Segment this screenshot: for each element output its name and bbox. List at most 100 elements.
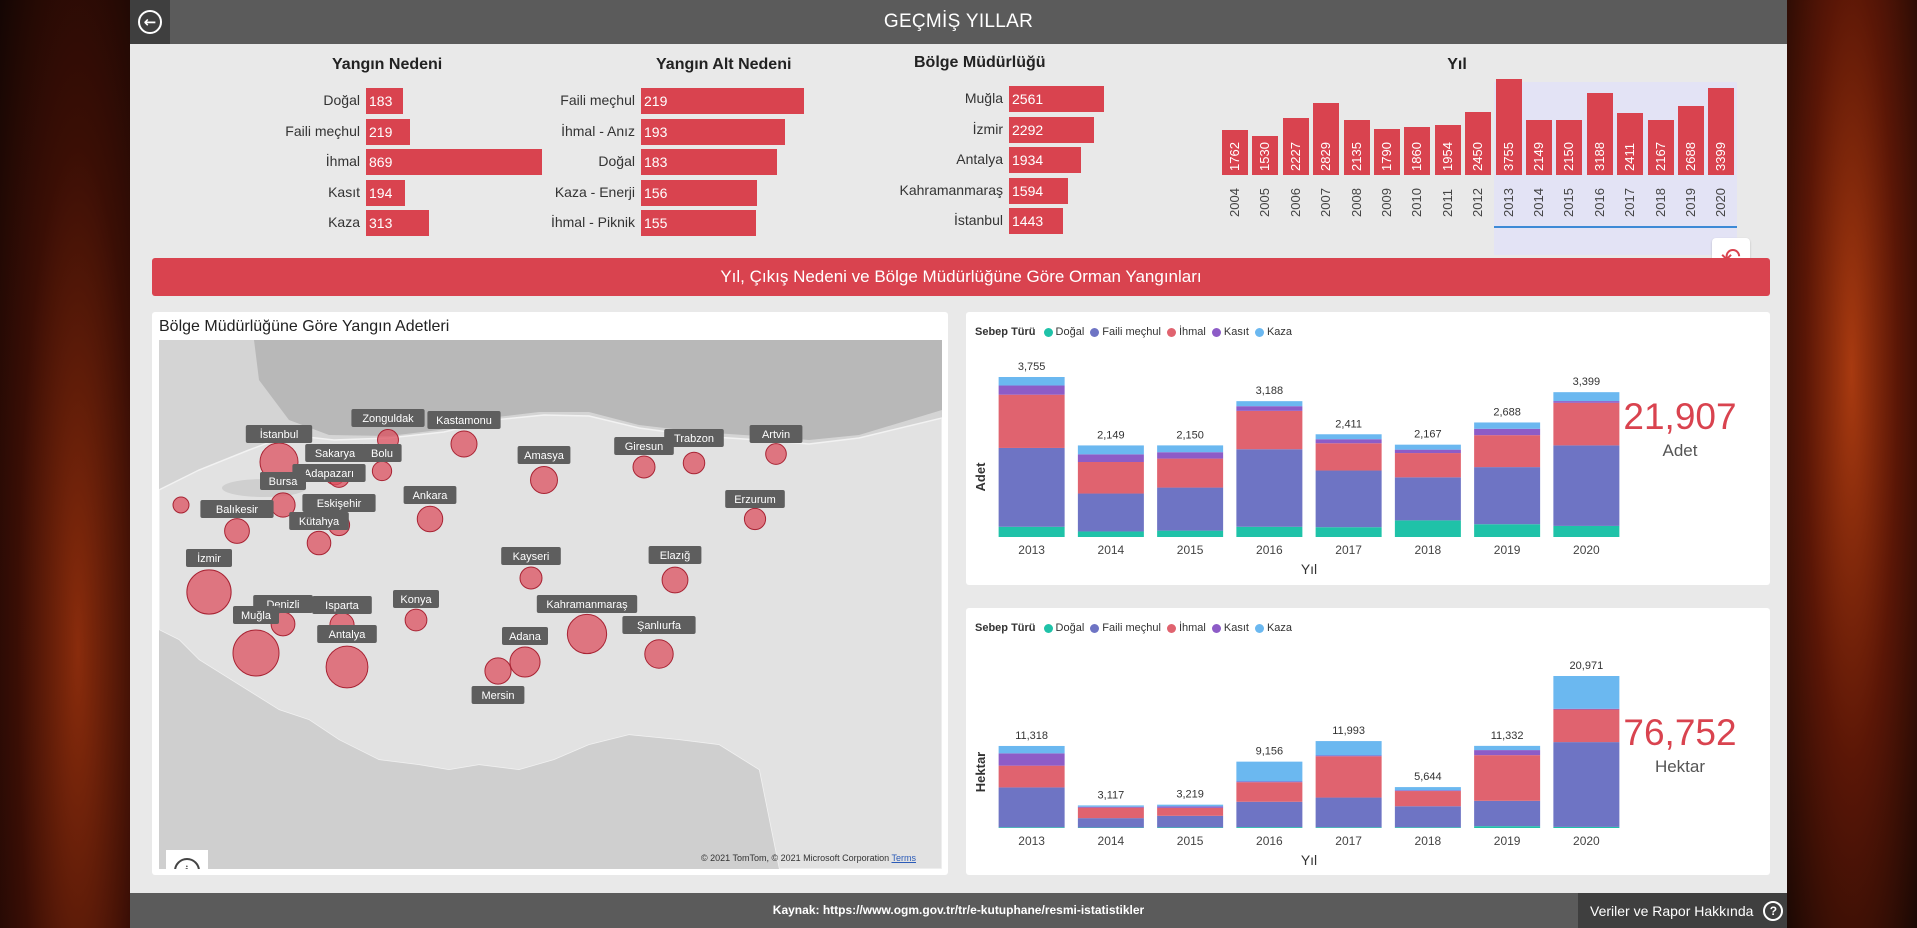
legend-item-dogal[interactable]: Doğal [1043,326,1084,338]
stacked-bar-segment[interactable] [1077,493,1144,532]
map-bubble[interactable] [530,466,558,494]
year-label[interactable]: 2005 [1257,188,1273,217]
year-label[interactable]: 2011 [1439,189,1455,217]
bar[interactable]: 183 [641,149,778,175]
map-bubble[interactable] [743,507,767,531]
year-bar[interactable] [1222,129,1248,175]
year-bar[interactable] [1678,106,1704,175]
year-bar[interactable] [1343,120,1370,175]
stacked-bar-segment[interactable] [1394,477,1461,521]
stacked-bar-segment[interactable] [998,377,1065,386]
map-bubble[interactable] [661,566,689,594]
stacked-bar-segment[interactable] [1236,410,1303,450]
stacked-bar-segment[interactable] [998,526,1065,537]
stacked-bar-segment[interactable] [1315,797,1382,828]
map-bubble[interactable] [484,657,512,685]
legend-item-kasit[interactable]: Kasıt [1211,622,1249,634]
bar[interactable]: 219 [366,118,411,145]
stacked-bar-segment[interactable] [1553,826,1620,828]
stacked-bar-segment[interactable] [1236,401,1303,407]
legend-item-dogal[interactable]: Doğal [1043,622,1084,634]
map-bubble[interactable] [509,646,541,678]
stacked-bar-segment[interactable] [1077,462,1144,494]
stacked-bar-segment[interactable] [1315,434,1382,440]
year-label[interactable]: 2018 [1652,188,1668,217]
year-label[interactable]: 2007 [1318,188,1334,217]
year-bar[interactable] [1374,129,1400,175]
year-bar[interactable] [1495,79,1522,175]
map-bubble[interactable] [371,460,393,482]
year-label[interactable]: 2006 [1287,188,1303,217]
stacked-bar-segment[interactable] [1077,454,1144,463]
map-bubble[interactable] [566,613,608,655]
map-bubble[interactable] [644,639,674,669]
stacked-bar-segment[interactable] [1157,807,1224,816]
back-button[interactable]: ← [130,0,170,44]
stacked-bar-segment[interactable] [1236,761,1303,782]
map-bubble[interactable] [765,443,787,465]
stacked-bar-segment[interactable] [1474,435,1541,468]
year-bar[interactable] [1313,102,1340,175]
stacked-bar-segment[interactable] [1394,453,1461,478]
stacked-bar-segment[interactable] [1157,530,1224,537]
map-info-button[interactable]: i [166,850,208,869]
stacked-bar-segment[interactable] [1077,445,1144,455]
stacked-bar-segment[interactable] [1474,524,1541,537]
bar[interactable]: 155 [641,210,757,236]
stacked-bar-segment[interactable] [1236,801,1303,828]
map-bubble[interactable] [416,505,444,533]
stacked-bar-segment[interactable] [1394,806,1461,828]
stacked-bar-segment[interactable] [1553,525,1620,537]
stacked-bar-segment[interactable] [1474,750,1541,756]
stacked-bar-segment[interactable] [1236,781,1303,783]
bar[interactable]: 156 [641,179,758,206]
stacked-bar-segment[interactable] [1553,676,1620,709]
stacked-bar-segment[interactable] [1553,445,1620,526]
stacked-bar-segment[interactable] [1394,444,1461,450]
bar[interactable]: 1443 [1009,208,1063,234]
map-bubble[interactable] [519,566,543,590]
stacked-bar-segment[interactable] [1315,470,1382,528]
stacked-bar-segment[interactable] [1157,452,1224,459]
stacked-bar-segment[interactable] [1553,401,1620,403]
stacked-bar-segment[interactable] [1157,827,1224,828]
legend-item-kasit[interactable]: Kasıt [1211,326,1249,338]
legend-item-faili-mechul[interactable]: Faili meçhul [1090,622,1161,634]
stacked-bar-segment[interactable] [1394,790,1461,792]
map-bubble[interactable] [450,430,478,458]
map-bubble[interactable] [186,569,232,615]
stacked-bar-segment[interactable] [998,447,1065,527]
year-bar[interactable] [1617,113,1644,175]
year-bar[interactable] [1252,135,1279,175]
year-bar[interactable] [1647,119,1674,175]
stacked-bar-segment[interactable] [1236,782,1303,802]
year-bar[interactable] [1556,120,1583,175]
stacked-bar-segment[interactable] [1394,449,1461,454]
legend-item-ihmal[interactable]: İhmal [1166,622,1206,634]
stacked-bar-segment[interactable] [1553,742,1620,827]
stacked-bar-segment[interactable] [1553,392,1620,402]
bar[interactable]: 183 [366,88,404,114]
map-bubble[interactable] [325,645,369,689]
stacked-bar-segment[interactable] [1077,805,1144,807]
year-label[interactable]: 2015 [1561,188,1577,217]
bar[interactable]: 194 [366,179,406,206]
year-label[interactable]: 2016 [1591,188,1607,217]
year-label[interactable]: 2020 [1713,188,1729,217]
stacked-bar-segment[interactable] [1553,402,1620,446]
stacked-bar-segment[interactable] [1315,443,1382,471]
map-bubble[interactable] [682,451,706,475]
stacked-bar-segment[interactable] [1077,806,1144,808]
map-bubble[interactable] [232,629,280,677]
stacked-bar-segment[interactable] [1236,526,1303,537]
year-bar[interactable] [1282,118,1309,175]
year-bar[interactable] [1465,112,1492,175]
map-bubble[interactable] [224,518,250,544]
legend-item-faili-mechul[interactable]: Faili meçhul [1090,326,1161,338]
stacked-bar-segment[interactable] [1474,826,1541,828]
stacked-bar-segment[interactable] [1157,806,1224,808]
year-label[interactable]: 2012 [1470,188,1486,217]
stacked-bar-segment[interactable] [1474,745,1541,751]
about-button[interactable]: Veriler ve Rapor Hakkında ? [1578,893,1787,928]
stacked-bar-segment[interactable] [1157,458,1224,488]
